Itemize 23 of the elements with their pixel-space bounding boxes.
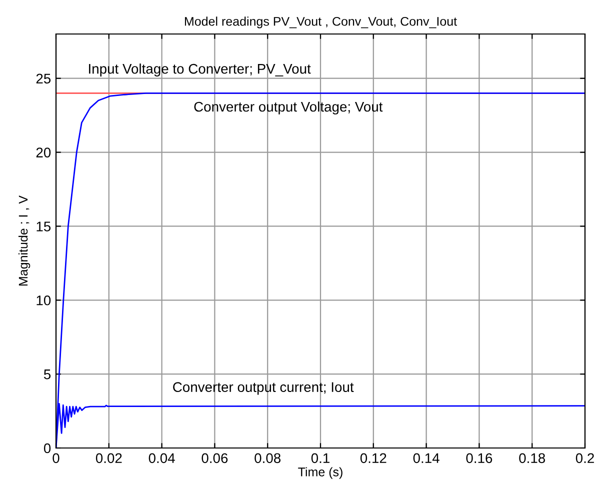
x-tick-label: 0.2	[576, 453, 594, 464]
x-tick-label: 0.08	[254, 453, 281, 464]
x-tick-label: 0.14	[413, 453, 440, 464]
y-tick-label: 5	[44, 370, 51, 380]
y-tick-label: 10	[36, 295, 51, 306]
x-tick-label: 0.18	[519, 453, 546, 464]
x-tick-label: 0.06	[202, 453, 228, 464]
x-tick-label: 0.02	[96, 453, 122, 464]
y-tick-label: 0	[44, 443, 51, 454]
x-tick-label: 0.16	[466, 453, 492, 464]
series-label: Converter output current; Iout	[173, 382, 354, 395]
y-tick-label: 25	[36, 74, 51, 84]
y-tick-label: 20	[36, 148, 51, 158]
y-tick-label: 15	[36, 222, 51, 232]
x-tick-label: 0.12	[360, 453, 386, 464]
series-label: Converter output Voltage; Vout	[194, 101, 383, 114]
series-label: Input Voltage to Converter; PV_Vout	[89, 64, 311, 76]
y-axis-title: Magnitude ; I , V	[18, 196, 30, 286]
x-tick-label: 0.04	[148, 453, 175, 464]
x-tick-label: 0.1	[311, 453, 330, 464]
chart-title: Model readings PV_Vout , Conv_Vout, Conv_Iout	[184, 16, 457, 28]
x-axis-title: Time (s)	[298, 467, 342, 479]
x-tick-label: 0	[52, 453, 60, 464]
